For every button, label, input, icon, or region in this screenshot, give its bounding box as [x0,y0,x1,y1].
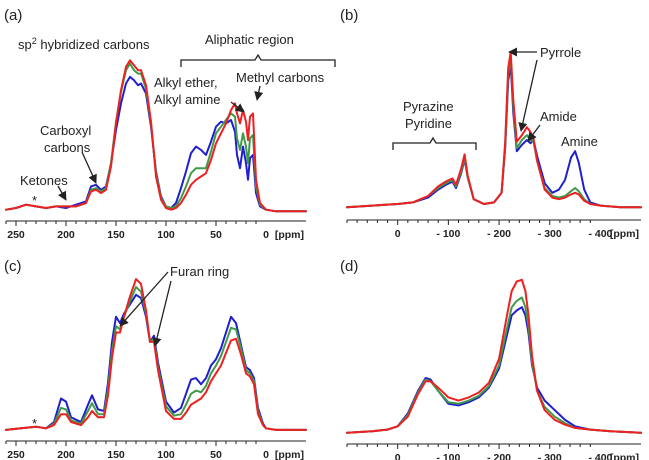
x-tick-label: 0 [263,229,269,241]
x-tick-label: - 300 [538,228,562,240]
panel-a: (a) 250 200 150 100 50 0 [ppm] sp2 hybridized … [4,7,336,241]
aliphatic-annotation: Aliphatic region [205,32,294,47]
asterisk-a: * [32,193,37,208]
x-unit-label: [ppm] [275,229,304,241]
series-red-line [5,278,307,431]
furan-arrow-1 [119,271,169,327]
series-green-line [346,55,642,209]
carboxyl-annotation-1: Carboxyl [40,123,91,138]
series-red-line [346,51,642,209]
panel-b: (b) 0- 100- 200- 300- 400[ppm] Pyrazine … [340,7,642,240]
amide-arrow [527,124,541,142]
methyl-annotation: Methyl carbons [236,70,325,85]
x-tick-label: 250 [7,229,25,241]
panel-d-label: (d) [340,258,358,275]
carboxyl-arrow [81,151,97,184]
series-red-line [346,278,642,434]
series-green-line [346,296,642,434]
panel-a-axis: 250 200 150 100 50 0 [ppm] [5,220,306,241]
sp2-annotation: sp2 hybridized carbons [18,36,150,52]
x-unit-label: [ppm] [275,449,304,460]
x-unit-label: [ppm] [610,228,639,240]
asterisk-c: * [32,416,37,431]
x-tick-label: 100 [157,449,175,460]
carboxyl-annotation-2: carbons [44,140,91,155]
methyl-arrow [254,85,264,101]
series-red-line [5,59,307,213]
x-tick-label: 0 [395,228,401,240]
x-tick-label: 50 [210,229,222,241]
panel-d-axis: 0 - 100 - 200 - 300 - 400[ppm] [346,443,641,460]
x-tick-label: 150 [107,229,125,241]
x-tick-label: - 200 [487,452,511,460]
panel-a-lines [5,59,307,213]
amide-annotation: Amide [540,109,577,124]
panel-b-label: (b) [340,7,358,24]
pyrrole-arrow-2 [518,59,538,132]
panel-a-label: (a) [4,7,22,24]
x-tick-label: - 400 [588,228,612,240]
x-tick-label: - 100 [436,452,460,460]
alkyl-arrow [230,101,245,113]
x-tick-label: 250 [7,449,25,460]
aliphatic-brace [180,53,336,67]
panel-c-axis: 250 200 150 100 50 0 [ppm] [5,440,306,460]
panel-d-lines [346,278,642,434]
x-tick-label: - 100 [436,228,460,240]
ketones-annotation: Ketones [20,173,68,188]
panel-c-label: (c) [4,258,22,275]
x-tick-label: 0 [263,449,269,460]
pyridine-annotation: Pyridine [405,116,452,131]
furan-annotation: Furan ring [170,264,229,279]
panel-c: (c) 250 200 150 100 50 0 [ppm] Furan ring * [4,258,307,460]
x-tick-label: 0 [395,452,401,460]
pyrrole-annotation: Pyrrole [540,45,581,60]
x-unit-label: [ppm] [610,452,639,460]
x-tick-label: - 200 [487,228,511,240]
x-tick-label: 50 [210,449,222,460]
x-tick-label: - 300 [538,452,562,460]
x-tick-label: 150 [107,449,125,460]
alkyl-amine-annotation: Alkyl amine [154,92,220,107]
ketones-arrow [57,185,67,201]
x-tick-label: 100 [157,229,175,241]
panel-b-lines [346,51,642,209]
x-tick-label: 200 [57,229,75,241]
panel-b-axis: 0 - 100 - 200 - 300 - 400[ppm] [346,219,641,240]
pyrazine-brace [392,136,477,150]
furan-arrow-2 [152,280,172,347]
panel-d: (d) 0 - 100 - 200 - 300 - 400[ppm] [340,258,642,460]
panel-c-lines [5,278,307,431]
alkyl-ether-annotation: Alkyl ether, [154,75,218,90]
x-tick-label: 200 [57,449,75,460]
x-tick-label: - 400 [588,452,612,460]
amine-annotation: Amine [561,134,598,149]
pyrazine-annotation: Pyrazine [403,99,454,114]
